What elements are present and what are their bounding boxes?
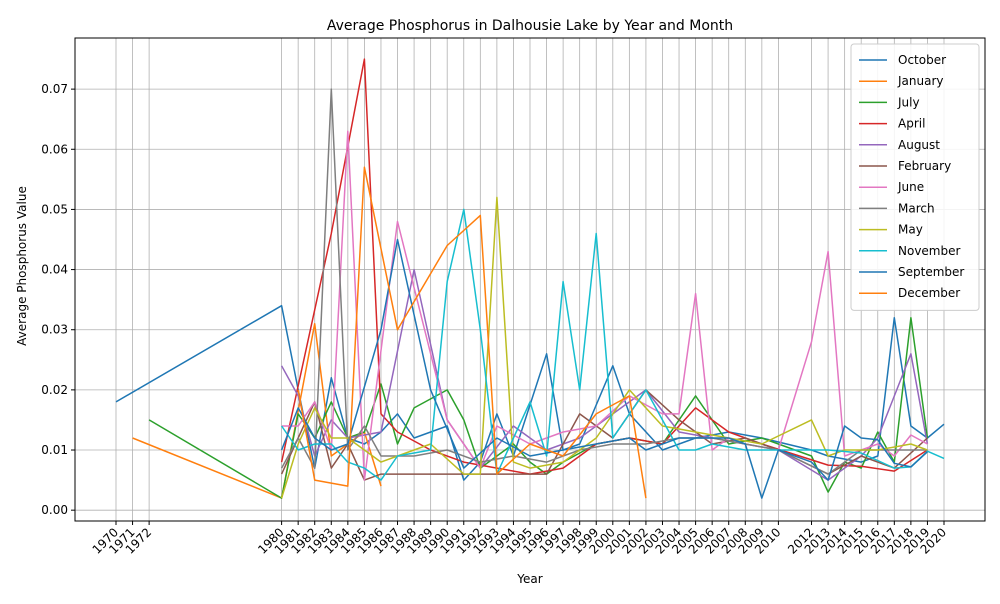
chart-title: Average Phosphorus in Dalhousie Lake by … <box>327 18 733 34</box>
legend-label: September <box>898 265 964 279</box>
legend-label: August <box>898 138 940 152</box>
series-line-december <box>297 166 647 499</box>
legend-label: January <box>897 74 944 88</box>
legend: October January July April August February Jun… <box>850 43 980 311</box>
legend-label: December <box>898 286 960 300</box>
y-axis: 0.00 0.01 0.02 0.03 0.04 0.05 0.06 0.07 <box>41 82 75 517</box>
y-tick-label: 0.01 <box>41 443 68 457</box>
y-tick-label: 0.00 <box>41 503 68 517</box>
y-tick-label: 0.07 <box>41 82 68 96</box>
series-line-september <box>280 238 928 499</box>
series-line-august <box>280 268 929 481</box>
y-tick-label: 0.05 <box>41 202 68 216</box>
legend-label: May <box>898 223 923 237</box>
series-line-march <box>280 88 928 475</box>
legend-label: July <box>897 95 920 109</box>
legend-label: June <box>897 180 924 194</box>
series-line-january <box>132 322 382 499</box>
y-axis-label: Average Phosphorus Value <box>15 186 29 346</box>
legend-box <box>850 43 980 311</box>
series-lines <box>115 58 945 499</box>
series-line-may <box>280 196 928 499</box>
legend-label: March <box>898 201 935 215</box>
series-line-june <box>281 130 928 481</box>
y-tick-label: 0.04 <box>41 263 68 277</box>
y-tick-label: 0.03 <box>41 323 68 337</box>
legend-label: April <box>898 117 925 131</box>
y-tick-label: 0.02 <box>41 383 68 397</box>
legend-label: February <box>898 159 951 173</box>
series-line-november <box>280 208 945 481</box>
legend-label: November <box>898 244 960 258</box>
x-axis-label: Year <box>516 572 542 586</box>
legend-label: October <box>898 53 946 67</box>
y-tick-label: 0.06 <box>41 142 68 156</box>
